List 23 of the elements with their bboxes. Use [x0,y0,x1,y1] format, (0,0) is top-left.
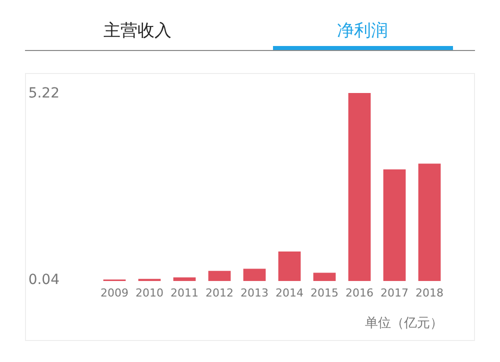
x-tick-label: 2018 [416,286,444,300]
text: 单位（亿元） [365,315,443,332]
x-tick-label: 2016 [346,286,374,300]
bar [278,251,301,281]
bar [313,272,336,281]
x-tick-label: 2009 [100,286,128,300]
bar [383,169,406,281]
x-tick-label: 2014 [276,286,304,300]
x-tick-label: 2012 [206,286,234,300]
x-tick-label: 2013 [240,286,268,300]
x-tick-label: 2017 [380,286,408,300]
x-tick-label: 2010 [136,286,164,300]
x-tick-label: 2011 [170,286,198,300]
text: 主营收入 [102,20,172,43]
chart-title: 净利润 [336,20,389,43]
bar [348,93,371,281]
bar [173,277,196,281]
y-tick-label: 0.04 [28,272,60,288]
bar [418,164,441,281]
y-tick-label: 5.22 [28,86,60,102]
bar [208,270,231,281]
x-tick-label: 2015 [310,286,338,300]
bar [243,268,266,281]
